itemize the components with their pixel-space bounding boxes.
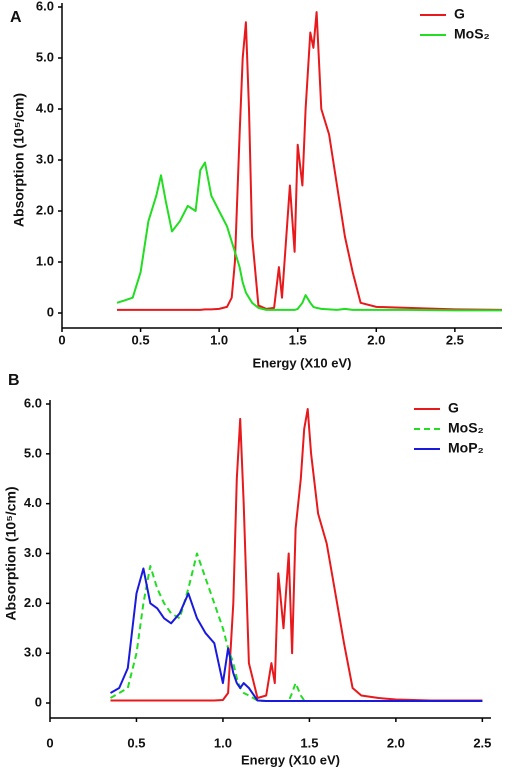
x-tick-label: 0.5: [132, 332, 150, 347]
legend-label: G: [448, 400, 459, 416]
y-tick-label: 3.0: [24, 545, 42, 560]
y-axis-title: Absorption (10⁵/cm): [3, 486, 19, 620]
y-tick-label: 6.0: [36, 0, 54, 13]
x-tick-label: 2.0: [367, 332, 385, 347]
x-axis-title: Energy (X10 eV): [253, 355, 352, 370]
legend-label: MoP₂: [448, 440, 484, 456]
y-tick-label: 0: [35, 694, 42, 709]
legend-label: G: [454, 6, 465, 22]
x-tick-label: 2.5: [473, 735, 491, 750]
y-axis-title: Absorption (10⁵/cm): [11, 93, 27, 227]
x-tick-label: 1.0: [210, 332, 228, 347]
series-line: [117, 11, 503, 311]
x-tick-label: 1.0: [214, 735, 232, 750]
x-tick-label: 2.5: [446, 332, 464, 347]
y-tick-label: 4.0: [36, 100, 54, 115]
x-tick-label: 1.5: [300, 735, 318, 750]
y-tick-label: 2.0: [24, 595, 42, 610]
series-line: [110, 567, 483, 702]
series-line: [110, 408, 483, 702]
x-tick-label: 0: [58, 332, 65, 347]
x-axis-title: Energy (X10 eV): [241, 752, 340, 767]
panel-label: B: [8, 372, 20, 389]
x-tick-label: 1.5: [289, 332, 307, 347]
x-tick-label: 0: [46, 735, 53, 750]
y-tick-label: 3.0: [24, 645, 42, 660]
y-tick-label: 5.0: [36, 49, 54, 64]
panel-label: A: [10, 9, 22, 26]
y-tick-label: 3.0: [36, 151, 54, 166]
y-tick-label: 1.0: [36, 253, 54, 268]
y-tick-label: 4.0: [24, 495, 42, 510]
y-tick-label: 0: [47, 304, 54, 319]
series-line: [110, 552, 483, 702]
y-tick-label: 5.0: [24, 445, 42, 460]
x-tick-label: 2.0: [387, 735, 405, 750]
legend-label: MoS₂: [454, 26, 490, 42]
y-tick-label: 6.0: [24, 395, 42, 410]
series-line: [116, 161, 502, 312]
y-tick-label: 2.0: [36, 202, 54, 217]
x-tick-label: 0.5: [127, 735, 145, 750]
legend-label: MoS₂: [448, 420, 484, 436]
